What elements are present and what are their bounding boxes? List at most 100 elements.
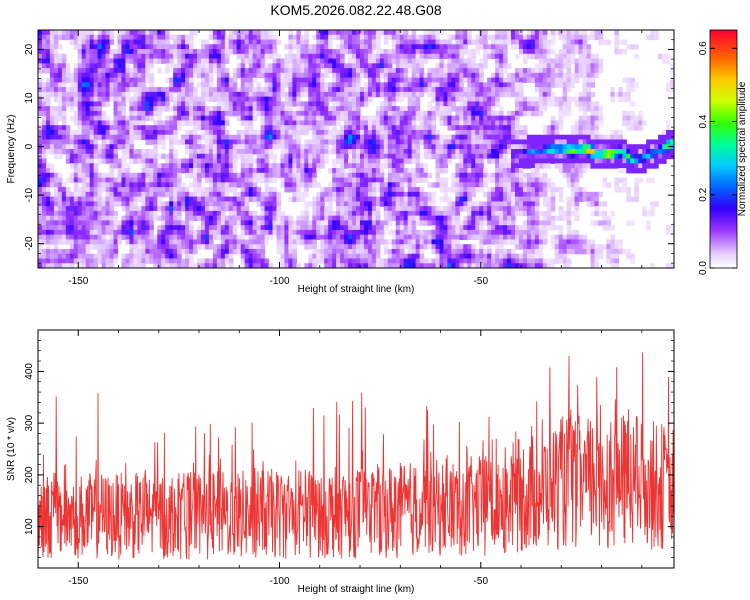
heatmap-cell [49,106,55,112]
heatmap-cell [173,244,178,250]
heatmap-cell [336,191,341,198]
heatmap-cell [268,72,274,79]
heatmap-cell [471,129,476,136]
heatmap-cell [367,91,373,98]
heatmap-cell [49,220,55,226]
heatmap-cell [93,96,99,102]
heatmap-cell [220,58,226,64]
heatmap-cell [232,187,238,193]
heatmap-cell [228,225,234,231]
heatmap-cell [288,153,294,160]
heatmap-cell [367,120,373,126]
heatmap-cell [467,110,472,117]
heatmap-cell [105,72,111,79]
heatmap-cell [200,215,206,221]
heatmap-cell [49,168,55,174]
heatmap-cell [200,53,206,60]
heatmap-cell [375,263,381,268]
heatmap-cell [149,234,154,241]
heatmap-cell [189,58,194,64]
heatmap-cell [391,53,397,60]
heatmap-cell [459,110,464,117]
heatmap-cell [193,196,198,202]
heatmap-cell [177,158,182,164]
heatmap-cell [431,44,437,50]
heatmap-cell [149,177,154,183]
heatmap-cell [467,87,472,93]
heatmap-cell [228,34,234,41]
heatmap-cell [181,120,186,126]
heatmap-cell [435,72,441,79]
heatmap-cell [324,120,329,126]
heatmap-cell [89,163,95,169]
heatmap-cell [367,182,373,188]
heatmap-cell [479,163,484,169]
heatmap-cell [288,215,294,221]
heatmap-cell [332,177,337,183]
heatmap-cell [403,191,409,198]
heatmap-cell [244,168,250,174]
heatmap-cell [61,120,67,126]
heatmap-cell [264,153,270,160]
heatmap-cell [57,196,63,202]
heatmap-cell [153,39,158,45]
heatmap-cell [260,134,266,141]
heatmap-cell [216,196,222,202]
heatmap-cell [129,263,135,268]
heatmap-cell [479,87,484,93]
heatmap-cell [328,149,333,155]
heatmap-cell [463,115,468,122]
heatmap-cell [161,244,166,250]
heatmap-cell [439,63,445,69]
heatmap-cell [467,139,472,145]
heatmap-cell [359,158,365,164]
heatmap-cell [443,63,449,69]
heatmap-cell [117,225,123,231]
heatmap-cell [312,129,317,136]
heatmap-cell [73,30,79,36]
heatmap-cell [200,244,206,250]
heatmap-cell [447,91,453,98]
heatmap-cell [193,234,198,241]
heatmap-cell [475,144,480,150]
heatmap-cell [181,39,186,45]
heatmap-cell [65,139,71,145]
heatmap-cell [471,149,476,155]
heatmap-cell [284,115,290,122]
heatmap-cell [304,182,309,188]
heatmap-cell [379,225,385,231]
heatmap-cell [113,234,119,241]
heatmap-cell [427,258,433,264]
heatmap-cell [316,101,321,107]
heatmap-cell [300,82,305,88]
heatmap-cell [332,239,337,245]
heatmap-cell [399,87,405,93]
heatmap-cell [288,115,294,122]
heatmap-cell [212,110,218,117]
heatmap-cell [256,239,262,245]
heatmap-cell [193,106,198,112]
heatmap-cell [105,210,111,217]
heatmap-cell [185,39,190,45]
heatmap-cell [395,153,401,160]
heatmap-cell [61,129,67,136]
heatmap-cell [113,101,119,107]
heatmap-cell [101,144,107,150]
heatmap-cell [109,253,115,260]
heatmap-cell [137,125,142,131]
heatmap-cell [232,234,238,241]
heatmap-cell [387,106,393,112]
heatmap-cell [375,220,381,226]
heatmap-cell [320,225,325,231]
heatmap-cell [423,44,429,50]
heatmap-cell [316,234,321,241]
heatmap-cell [41,53,47,60]
heatmap-cell [41,139,47,145]
heatmap-cell [340,248,345,255]
heatmap-cell [304,158,309,164]
heatmap-cell [49,239,55,245]
heatmap-cell [316,168,321,174]
heatmap-cell [356,129,361,136]
heatmap-cell [276,201,282,207]
heatmap-cell [475,72,480,79]
